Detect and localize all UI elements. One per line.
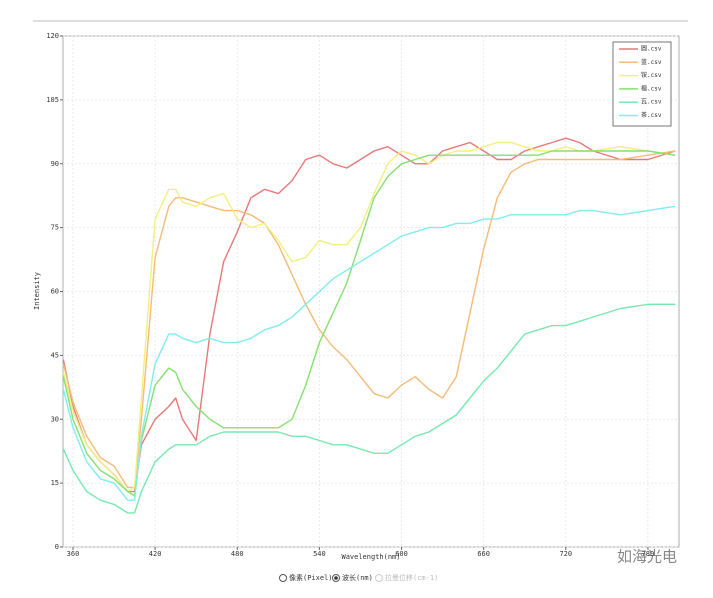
legend-label: 榴.csv xyxy=(641,84,662,92)
series-line xyxy=(62,150,676,489)
x-tick-label: 720 xyxy=(559,550,572,558)
x-tick-label: 780 xyxy=(642,550,655,558)
y-tick-label: 60 xyxy=(51,288,59,296)
radio-label[interactable]: 波长(nm) xyxy=(342,573,373,582)
legend-label: 茶.csv xyxy=(641,111,662,119)
series-line xyxy=(62,137,676,493)
radio-button[interactable] xyxy=(375,574,383,582)
x-tick-label: 420 xyxy=(149,550,162,558)
y-tick-label: 45 xyxy=(51,351,59,359)
y-tick-label: 120 xyxy=(46,32,59,40)
series-line xyxy=(62,150,676,497)
y-tick-label: 75 xyxy=(51,224,59,232)
y-tick-label: 105 xyxy=(46,96,59,104)
radio-label[interactable]: 拉曼位移(cm-1) xyxy=(385,573,438,582)
legend-box xyxy=(612,41,672,127)
radio-dot xyxy=(334,576,338,580)
y-tick-label: 30 xyxy=(51,415,59,423)
x-tick-label: 660 xyxy=(477,550,490,558)
legend-label: 圆.csv xyxy=(641,46,662,53)
radio-button[interactable] xyxy=(279,574,287,582)
radio-label[interactable]: 像素(Pixel) xyxy=(289,573,333,582)
y-tick-label: 90 xyxy=(51,160,59,168)
controls: 像素(Pixel) 波长(nm) 拉曼位移(cm-1) xyxy=(279,573,438,582)
legend-label: 蓝.csv xyxy=(641,58,662,66)
y-axis-label: Intensity xyxy=(33,272,41,310)
legend-label: 瓦.csv xyxy=(641,99,662,106)
x-tick-label: 540 xyxy=(313,550,326,558)
x-tick-label: 360 xyxy=(67,550,80,558)
x-tick-label: 600 xyxy=(395,550,408,558)
x-tick-label: 480 xyxy=(231,550,244,558)
y-tick-label: 0 xyxy=(55,543,59,551)
legend-label: 铵.csv xyxy=(641,71,662,79)
x-axis-label: Wavelength(nm) xyxy=(341,553,400,561)
series-line xyxy=(62,205,676,501)
series-line xyxy=(62,141,676,493)
series-line xyxy=(62,303,676,514)
watermark: 如海光电 xyxy=(617,548,677,566)
legend: 圆.csv 蓝.csv 铵.csv 榴.csv 瓦.csv 茶.csv xyxy=(612,41,672,127)
y-tick-label: 15 xyxy=(51,479,59,487)
